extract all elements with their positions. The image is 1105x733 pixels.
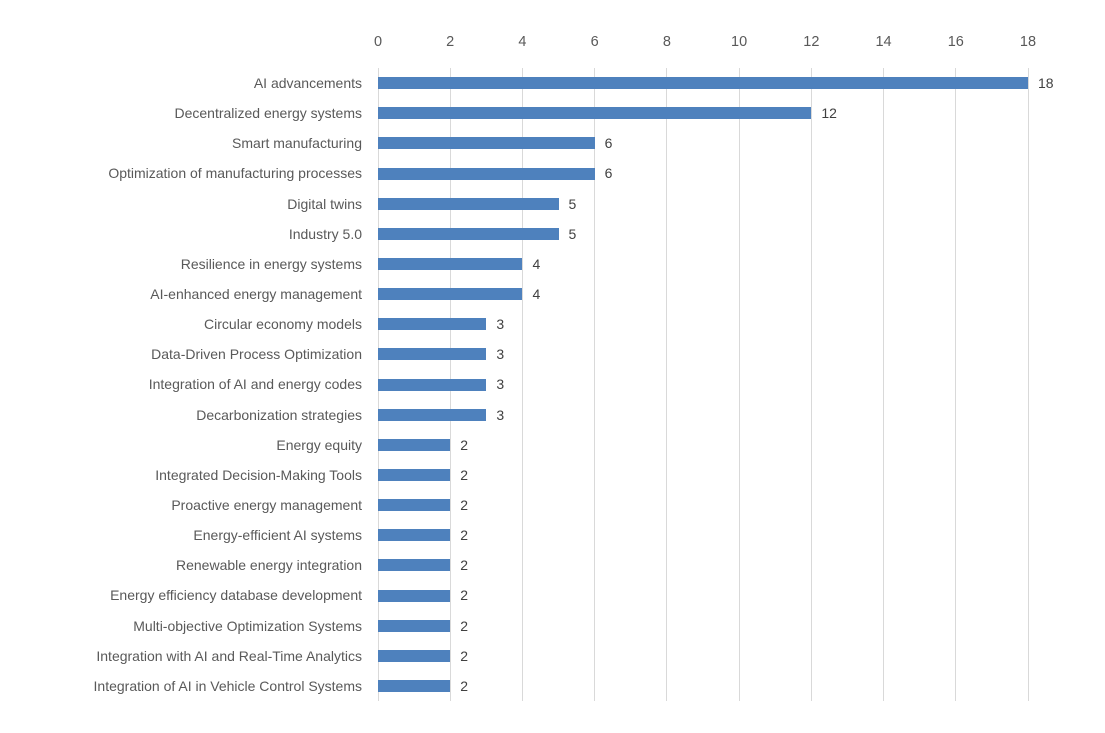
value-label: 2 bbox=[460, 587, 469, 604]
bar bbox=[378, 559, 451, 572]
x-tick-label: 10 bbox=[731, 34, 748, 50]
x-tick-label: 6 bbox=[590, 34, 599, 50]
category-label: Industry 5.0 bbox=[288, 225, 362, 242]
value-label: 2 bbox=[460, 466, 469, 483]
gridline bbox=[594, 68, 596, 701]
x-tick-label: 8 bbox=[662, 34, 671, 50]
gridline bbox=[521, 68, 523, 701]
x-tick-label: 12 bbox=[803, 34, 820, 50]
value-label: 2 bbox=[460, 677, 469, 694]
value-label: 3 bbox=[496, 406, 505, 423]
category-label: Integration of AI in Vehicle Control Sys… bbox=[93, 677, 362, 694]
bar bbox=[378, 348, 487, 361]
gridline bbox=[666, 68, 668, 701]
bar bbox=[378, 679, 451, 692]
gridline bbox=[883, 68, 885, 701]
value-label: 2 bbox=[460, 557, 469, 574]
bar bbox=[378, 137, 595, 150]
value-label: 3 bbox=[496, 376, 505, 393]
value-label: 3 bbox=[496, 316, 505, 333]
bar bbox=[378, 408, 487, 421]
value-label: 2 bbox=[460, 647, 469, 664]
bar bbox=[378, 257, 523, 270]
bar bbox=[378, 438, 451, 451]
bar bbox=[378, 107, 812, 120]
value-label: 2 bbox=[460, 436, 469, 453]
value-label: 2 bbox=[460, 497, 469, 513]
bar bbox=[378, 649, 451, 662]
bar bbox=[378, 619, 451, 632]
bar bbox=[378, 197, 559, 210]
value-label: 2 bbox=[460, 617, 469, 634]
gridline bbox=[1027, 68, 1029, 701]
x-tick-label: 4 bbox=[518, 34, 527, 50]
value-label: 3 bbox=[496, 346, 505, 363]
bar bbox=[378, 167, 595, 180]
category-label: AI advancements bbox=[253, 75, 362, 91]
category-label: Multi-objective Optimization Systems bbox=[133, 617, 362, 634]
value-label: 6 bbox=[604, 135, 613, 152]
bar bbox=[378, 529, 451, 542]
bar bbox=[378, 318, 487, 331]
bar bbox=[378, 589, 451, 602]
gridline bbox=[955, 68, 957, 701]
category-label: Circular economy models bbox=[204, 316, 362, 333]
category-label: Energy efficiency database development bbox=[110, 587, 362, 604]
category-label: Data-Driven Process Optimization bbox=[151, 346, 362, 363]
bar bbox=[378, 468, 451, 481]
category-label: Integrated Decision-Making Tools bbox=[155, 466, 362, 483]
category-label: Integration with AI and Real-Time Analyt… bbox=[96, 647, 362, 664]
category-label: Resilience in energy systems bbox=[180, 255, 362, 272]
category-label: Energy-efficient AI systems bbox=[193, 527, 362, 544]
value-label: 18 bbox=[1038, 75, 1054, 91]
category-label: Energy equity bbox=[276, 436, 362, 453]
bar bbox=[378, 378, 487, 391]
category-label: Proactive energy management bbox=[171, 497, 362, 513]
value-label: 4 bbox=[532, 286, 541, 302]
category-label: Smart manufacturing bbox=[232, 135, 362, 152]
bar bbox=[378, 499, 451, 512]
value-label: 2 bbox=[460, 527, 469, 544]
category-label: Decarbonization strategies bbox=[196, 406, 362, 423]
category-label: Renewable energy integration bbox=[175, 557, 362, 574]
x-tick-label: 2 bbox=[446, 34, 455, 50]
value-label: 6 bbox=[604, 165, 613, 182]
x-tick-label: 14 bbox=[875, 34, 892, 50]
x-tick-label: 0 bbox=[373, 34, 383, 50]
gridline bbox=[738, 68, 740, 701]
gridline bbox=[810, 68, 812, 701]
bar bbox=[378, 77, 1028, 90]
bar bbox=[378, 227, 559, 240]
category-label: Optimization of manufacturing processes bbox=[108, 165, 362, 182]
category-label: Decentralized energy systems bbox=[174, 105, 362, 122]
category-label: Integration of AI and energy codes bbox=[148, 376, 362, 393]
value-label: 5 bbox=[568, 225, 577, 242]
x-tick-label: 18 bbox=[1019, 34, 1037, 50]
value-label: 5 bbox=[568, 195, 577, 212]
x-tick-label: 16 bbox=[947, 34, 964, 50]
category-label: AI-enhanced energy management bbox=[150, 286, 362, 302]
value-label: 12 bbox=[821, 105, 837, 122]
category-label: Digital twins bbox=[287, 195, 362, 212]
value-label: 4 bbox=[532, 255, 541, 272]
bar bbox=[378, 288, 523, 301]
